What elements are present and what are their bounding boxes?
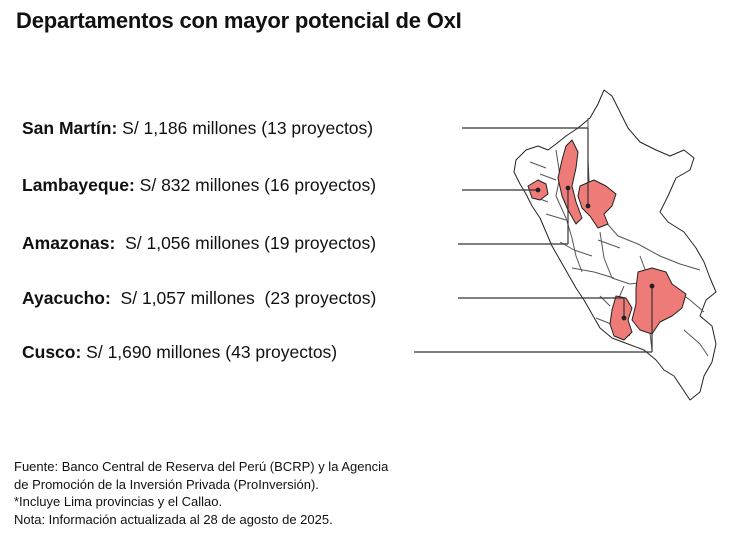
dot-cusco (649, 283, 655, 289)
cusco-region (631, 267, 687, 335)
note-line: *Incluye Lima provincias y el Callao. (14, 494, 223, 509)
department-value: S/ 1,690 millones (43 proyectos) (81, 342, 338, 362)
dot-lambayeque (535, 187, 541, 193)
label-san-martin: San Martín: S/ 1,186 millones (13 proyec… (22, 118, 373, 139)
leader-lines (414, 127, 653, 353)
department-value: S/ 1,186 millones (13 proyectos) (117, 118, 374, 138)
department-value: S/ 1,056 millones (19 proyectos) (115, 233, 377, 253)
map-lines (513, 89, 717, 401)
department-value: S/ 832 millones (16 proyectos) (134, 175, 377, 195)
department-value: S/ 1,057 millones (23 proyectos) (110, 288, 377, 308)
source-line: de Promoción de la Inversión Privada (Pr… (14, 476, 319, 492)
leader-dots (535, 185, 655, 321)
note-line: Nota: Información actualizada al 28 de a… (14, 511, 333, 527)
map-title: Departamentos con mayor potencial de OxI (16, 8, 462, 33)
peru-outline (513, 89, 717, 401)
department-name: Lambayeque: (22, 175, 135, 195)
label-lambayeque: Lambayeque: S/ 832 millones (16 proyecto… (22, 175, 376, 196)
source-line: Fuente: Banco Central de Reserva del Per… (14, 459, 389, 474)
department-name: San Martín: (22, 118, 118, 138)
ayacucho-region (609, 295, 633, 341)
department-name: Cusco: (22, 342, 82, 362)
amazonas-region (557, 139, 583, 225)
dot-amazonas (565, 185, 571, 191)
department-name: Amazonas: (22, 233, 116, 253)
highlighted-departments (527, 139, 687, 341)
dot-ayacucho (621, 315, 627, 321)
dot-san-martin (585, 203, 591, 209)
san-martin-region (577, 179, 617, 229)
label-ayacucho: Ayacucho: S/ 1,057 millones (23 proyecto… (22, 288, 376, 309)
label-amazonas: Amazonas: S/ 1,056 millones (19 proyecto… (22, 233, 376, 254)
department-name: Ayacucho: (22, 288, 111, 308)
source-notes: Fuente: Banco Central de Reserva del Per… (14, 458, 534, 528)
label-cusco: Cusco: S/ 1,690 millones (43 proyectos) (22, 342, 337, 363)
